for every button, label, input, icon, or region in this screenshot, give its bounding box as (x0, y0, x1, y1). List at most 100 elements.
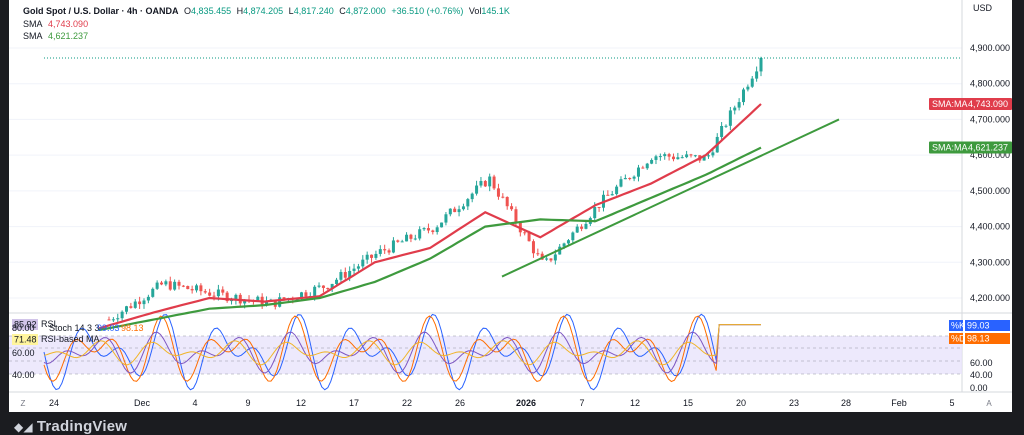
chart-canvas[interactable]: 4,900.000 4,800.000 4,700.000 4,600.000 4,50… (9, 0, 1012, 412)
candle-body (116, 318, 120, 320)
symbol-title[interactable]: Gold Spot / U.S. Dollar · 4h · OANDA (23, 6, 179, 16)
low-label: L (288, 6, 294, 16)
tradingview-logo[interactable]: ◆◢ TradingView (14, 418, 127, 435)
candle-body (146, 296, 150, 301)
auto-scale-button[interactable]: A (986, 399, 992, 408)
price-axis[interactable]: 4,900.000 4,800.000 4,700.000 4,600.000 4,50… (970, 43, 1010, 303)
candle-body (138, 301, 142, 305)
rsi-ma-value-badge: 71.48 (14, 335, 37, 345)
candle-body (313, 286, 317, 297)
candle-body (440, 222, 444, 228)
zoom-out-button[interactable]: Z (21, 399, 26, 408)
candle-body (326, 287, 330, 290)
candle-body (111, 319, 115, 321)
stoch-k-value: 99.03 (967, 321, 990, 331)
candle-body (610, 194, 614, 196)
rsi-value-badge: 85.92 (14, 320, 37, 330)
candle-body (663, 154, 667, 157)
candle-body (356, 266, 360, 269)
osc-right-tick: 0.00 (970, 383, 988, 393)
candle-body (553, 254, 557, 261)
candle-body (256, 296, 260, 301)
candle-body (619, 179, 623, 187)
candle-body (636, 167, 640, 177)
candle-body (142, 300, 146, 305)
time-tick-label: 20 (736, 398, 746, 408)
candle-body (575, 226, 579, 233)
candle-body (750, 78, 754, 87)
candle-body (645, 163, 649, 169)
candle-body (405, 234, 409, 242)
candle-body (409, 234, 413, 239)
stoch-d-value-bg (965, 333, 1010, 344)
sma-slow-line (98, 146, 762, 332)
candle-body (759, 58, 763, 72)
candle-body (383, 249, 387, 251)
stoch-k-badge: %K (951, 321, 965, 331)
price-tick-label: 4,200.000 (970, 293, 1010, 303)
sma-fast-legend[interactable]: SMA 4,743.090 (23, 19, 91, 29)
candle-body (133, 301, 137, 308)
stoch-d-badge-bg (949, 333, 963, 344)
candle-body (426, 228, 430, 231)
rsi-value-badge-bg (12, 319, 38, 330)
candle-body (120, 311, 124, 319)
candle-body (282, 297, 286, 300)
time-tick-label: 2026 (516, 398, 536, 408)
candle-body (514, 209, 518, 223)
price-tick-label: 4,800.000 (970, 79, 1010, 89)
candle-body (361, 259, 365, 267)
candle-body (422, 228, 426, 230)
candle-body (160, 282, 164, 285)
osc-right-tick: 60.00 (970, 358, 993, 368)
candle-body (711, 152, 715, 156)
candle-body (685, 154, 689, 158)
candle-body (330, 283, 334, 290)
candle-body (173, 281, 177, 290)
osc-left-tick: 40.00 (12, 370, 35, 380)
candlestick-series (107, 56, 763, 323)
candle-body (164, 281, 168, 285)
candle-body (125, 306, 129, 312)
candle-body (623, 178, 627, 180)
high-label: H (236, 6, 244, 16)
candle-body (505, 196, 509, 207)
stoch-d-value: 98.13 (967, 334, 990, 344)
time-tick-label: 22 (402, 398, 412, 408)
rsi-ma-value-badge-bg (12, 334, 38, 345)
chart-panel[interactable]: 4,900.000 4,800.000 4,700.000 4,600.000 4,50… (9, 0, 1012, 412)
candle-body (300, 292, 304, 299)
candle-body (444, 214, 448, 223)
stoch-label: Stoch 14 3 3 (49, 323, 100, 333)
osc-left-tick: 80.00 (12, 323, 35, 333)
sma-slow-value: 4,621.237 (48, 31, 89, 41)
time-tick-label: 9 (245, 398, 250, 408)
sma-fast-value: 4,743.090 (48, 19, 89, 29)
candle-body (536, 253, 540, 255)
sma-slow-legend[interactable]: SMA 4,621.237 (23, 31, 91, 41)
trendline[interactable] (501, 118, 840, 278)
candle-body (396, 240, 400, 242)
volume-label: Vol (468, 6, 482, 16)
candle-body (190, 289, 194, 291)
time-tick-label: Feb (891, 398, 907, 408)
candle-body (461, 206, 465, 210)
sma-slow-badge-value: 4,621.237 (968, 143, 1008, 153)
low-value: 4,817.240 (293, 6, 334, 16)
candle-body (549, 258, 553, 261)
price-tick-label: 4,700.000 (970, 114, 1010, 124)
time-tick-label: 4 (192, 398, 197, 408)
candle-body (527, 232, 531, 242)
candle-body (571, 232, 575, 241)
candle-body (496, 188, 500, 197)
price-tick-label: 4,600.000 (970, 150, 1010, 160)
time-tick-label: 15 (683, 398, 693, 408)
candle-body (374, 253, 378, 258)
oscillator-pane[interactable] (9, 313, 962, 391)
time-axis[interactable]: 24 Dec 4 9 12 17 22 26 2026 7 12 15 20 23 28 Feb 5 Z A (21, 398, 993, 408)
candle-body (737, 102, 741, 108)
candle-body (107, 319, 111, 321)
candle-body (671, 156, 675, 160)
candle-body (728, 110, 732, 126)
